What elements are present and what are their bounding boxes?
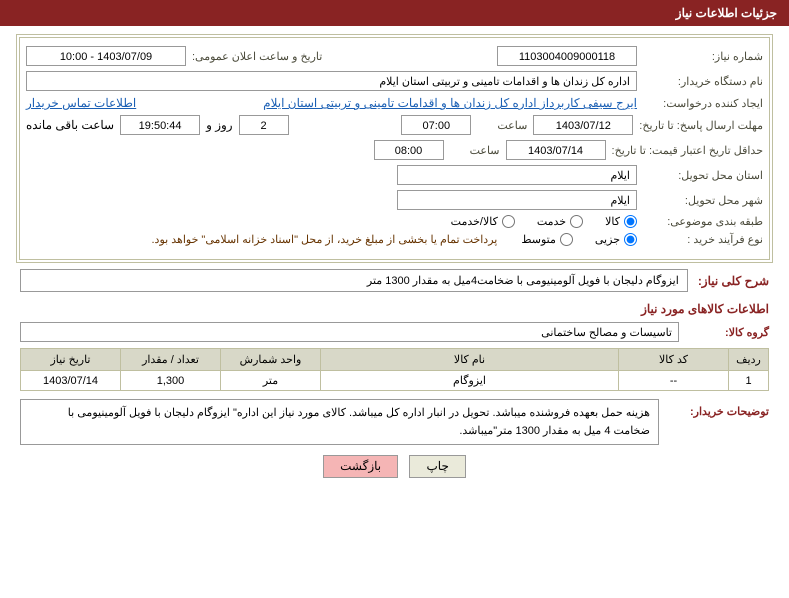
label-hour1: ساعت (477, 119, 527, 132)
field-need-no: 1103004009000118 (497, 46, 637, 66)
label-buyer-notes: توضیحات خریدار: (669, 399, 769, 418)
field-days-left: 2 (239, 115, 289, 135)
print-button[interactable]: چاپ (409, 455, 465, 478)
field-buyer-org: اداره کل زندان ها و اقدامات تامینی و ترب… (26, 71, 637, 91)
row-requester: ایجاد کننده درخواست: ایرج سیفی کاربرداز … (26, 96, 763, 110)
label-hour2: ساعت (450, 144, 500, 157)
radio-partial-label: جزیی (595, 233, 620, 246)
row-general-desc: شرح کلی نیاز: ایزوگام دلیجان با فویل آلو… (20, 269, 769, 292)
label-category: طبقه بندی موضوعی: (643, 215, 763, 228)
form-outer: شماره نیاز: 1103004009000118 تاریخ و ساع… (16, 34, 773, 263)
field-general-desc: ایزوگام دلیجان با فویل آلومینیومی با ضخا… (20, 269, 688, 292)
th-qty: تعداد / مقدار (121, 349, 221, 371)
radio-both-label: کالا/خدمت (451, 215, 498, 228)
label-general-desc: شرح کلی نیاز: (698, 274, 769, 288)
label-valid: حداقل تاریخ اعتبار قیمت: تا تاریخ: (612, 144, 763, 157)
label-process: نوع فرآیند خرید : (643, 233, 763, 246)
row-group: گروه کالا: تاسیسات و مصالح ساختمانی (20, 322, 769, 342)
row-need-no: شماره نیاز: 1103004009000118 تاریخ و ساع… (26, 46, 763, 66)
label-requester: ایجاد کننده درخواست: (643, 97, 763, 110)
row-city: شهر محل تحویل: ایلام (26, 190, 763, 210)
td-code: -- (619, 371, 729, 391)
td-unit: متر (221, 371, 321, 391)
radio-goods[interactable] (624, 215, 637, 228)
td-date: 1403/07/14 (21, 371, 121, 391)
radio-medium[interactable] (560, 233, 573, 246)
td-name: ایزوگام (321, 371, 619, 391)
link-requester[interactable]: ایرج سیفی کاربرداز اداره کل زندان ها و ا… (263, 96, 637, 110)
label-province: استان محل تحویل: (643, 169, 763, 182)
field-valid-time: 08:00 (374, 140, 444, 160)
row-price-validity: حداقل تاریخ اعتبار قیمت: تا تاریخ: 1403/… (26, 140, 763, 160)
radio-service-label: خدمت (537, 215, 566, 228)
page-header: جزئیات اطلاعات نیاز (0, 0, 789, 26)
row-response-deadline: مهلت ارسال پاسخ: تا تاریخ: 1403/07/12 سا… (26, 115, 763, 135)
th-date: تاریخ نیاز (21, 349, 121, 371)
th-unit: واحد شمارش (221, 349, 321, 371)
header-title: جزئیات اطلاعات نیاز (676, 6, 777, 20)
field-resp-time: 07:00 (401, 115, 471, 135)
th-code: کد کالا (619, 349, 729, 371)
radio-medium-label: متوسط (521, 233, 556, 246)
radio-partial[interactable] (624, 233, 637, 246)
field-group: تاسیسات و مصالح ساختمانی (20, 322, 679, 342)
td-row: 1 (729, 371, 769, 391)
field-valid-date: 1403/07/14 (506, 140, 606, 160)
radio-goods-label: کالا (605, 215, 620, 228)
field-city: ایلام (397, 190, 637, 210)
row-process: نوع فرآیند خرید : جزیی متوسط پرداخت تمام… (26, 233, 763, 246)
field-province: ایلام (397, 165, 637, 185)
radio-group-category: کالا خدمت کالا/خدمت (433, 215, 637, 228)
label-buyer-org: نام دستگاه خریدار: (643, 75, 763, 88)
row-buyer-org: نام دستگاه خریدار: اداره کل زندان ها و ا… (26, 71, 763, 91)
row-province: استان محل تحویل: ایلام (26, 165, 763, 185)
label-city: شهر محل تحویل: (643, 194, 763, 207)
radio-group-process: جزیی متوسط (503, 233, 637, 246)
field-buyer-notes: هزینه حمل بعهده فروشنده میباشد. تحویل در… (20, 399, 659, 445)
button-row: چاپ بازگشت (0, 455, 789, 478)
label-days-and: روز و (206, 118, 233, 132)
payment-note: پرداخت تمام یا بخشی از مبلغ خرید، از محل… (152, 233, 498, 246)
label-announce: تاریخ و ساعت اعلان عمومی: (192, 50, 322, 63)
th-name: نام کالا (321, 349, 619, 371)
th-row: ردیف (729, 349, 769, 371)
radio-both[interactable] (502, 215, 515, 228)
link-contact[interactable]: اطلاعات تماس خریدار (26, 96, 136, 110)
back-button[interactable]: بازگشت (323, 455, 398, 478)
radio-service[interactable] (570, 215, 583, 228)
label-group: گروه کالا: (689, 326, 769, 339)
row-category: طبقه بندی موضوعی: کالا خدمت کالا/خدمت (26, 215, 763, 228)
table-header-row: ردیف کد کالا نام کالا واحد شمارش تعداد /… (21, 349, 769, 371)
table-row: 1 -- ایزوگام متر 1,300 1403/07/14 (21, 371, 769, 391)
label-need-no: شماره نیاز: (643, 50, 763, 63)
label-remaining: ساعت باقی مانده (26, 118, 114, 132)
td-qty: 1,300 (121, 371, 221, 391)
field-resp-date: 1403/07/12 (533, 115, 633, 135)
label-resp: مهلت ارسال پاسخ: تا تاریخ: (639, 119, 763, 132)
field-announce: 1403/07/09 - 10:00 (26, 46, 186, 66)
field-time-left: 19:50:44 (120, 115, 200, 135)
items-table: ردیف کد کالا نام کالا واحد شمارش تعداد /… (20, 348, 769, 391)
section-items-info: اطلاعات کالاهای مورد نیاز (20, 302, 769, 316)
row-buyer-notes: توضیحات خریدار: هزینه حمل بعهده فروشنده … (20, 399, 769, 445)
form-inner: شماره نیاز: 1103004009000118 تاریخ و ساع… (19, 37, 770, 260)
